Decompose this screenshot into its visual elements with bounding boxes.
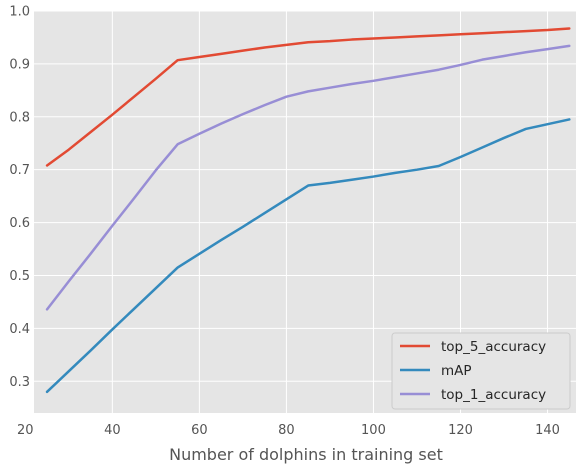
x-tick-label: 40 (104, 423, 121, 438)
y-tick-label: 0.4 (9, 322, 30, 337)
series-line-top-1-accuracy (45, 44, 571, 311)
y-tick-label: 0.3 (9, 375, 30, 390)
y-tick-label: 0.6 (9, 216, 30, 231)
grid (34, 10, 576, 413)
y-tick-label: 1.0 (9, 5, 30, 20)
y-tick-label: 0.9 (9, 57, 30, 72)
legend-entry-top-5-accuracy: top_5_accuracy (400, 339, 546, 355)
x-tick-label: 20 (17, 423, 34, 438)
legend-label-top-5-accuracy: top_5_accuracy (441, 339, 546, 355)
x-tick-label: 60 (191, 423, 208, 438)
y-tick-label: 0.5 (9, 269, 30, 284)
legend-box (391, 332, 571, 410)
x-tick-labels: 20 40 60 80 100 120 140 (17, 423, 560, 438)
legend-label-top-1-accuracy: top_1_accuracy (441, 387, 546, 403)
x-axis-label: Number of dolphins in training set (169, 445, 443, 464)
legend-label-map: mAP (441, 363, 472, 379)
series-line-top-5-accuracy (45, 27, 571, 167)
legend-entry-top-1-accuracy: top_1_accuracy (400, 387, 546, 403)
series-lines (45, 27, 571, 394)
y-tick-labels: 0.3 0.4 0.5 0.6 0.7 0.8 0.9 1.0 (9, 5, 30, 390)
legend: top_5_accuracy mAP top_1_accuracy (391, 332, 571, 410)
x-tick-label: 140 (535, 423, 560, 438)
y-tick-label: 0.8 (9, 110, 30, 125)
legend-entry-map: mAP (400, 363, 472, 379)
x-tick-label: 100 (361, 423, 386, 438)
x-tick-label: 120 (448, 423, 473, 438)
y-tick-label: 0.7 (9, 163, 30, 178)
x-tick-label: 80 (278, 423, 295, 438)
series-line-map (45, 118, 571, 394)
